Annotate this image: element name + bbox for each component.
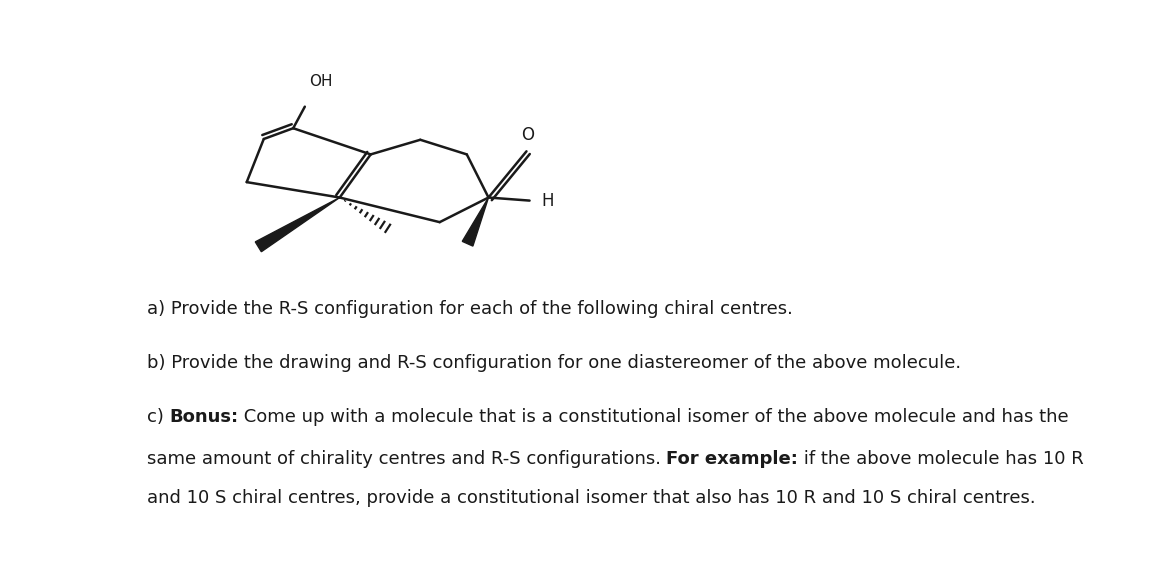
Text: c): c) [147,408,169,426]
Text: a) Provide the R-S configuration for each of the following chiral centres.: a) Provide the R-S configuration for eac… [147,300,793,318]
Text: OH: OH [309,74,332,89]
Text: O: O [522,126,534,144]
Text: Bonus:: Bonus: [169,408,238,426]
Polygon shape [255,198,340,252]
Text: Come up with a molecule that is a constitutional isomer of the above molecule an: Come up with a molecule that is a consti… [238,408,1069,426]
Text: H: H [541,191,554,210]
Text: same amount of chirality centres and R-S configurations.: same amount of chirality centres and R-S… [147,450,666,469]
Polygon shape [462,198,488,246]
Text: and 10 S chiral centres, provide a constitutional isomer that also has 10 R and : and 10 S chiral centres, provide a const… [147,489,1035,507]
Text: b) Provide the drawing and R-S configuration for one diastereomer of the above m: b) Provide the drawing and R-S configura… [147,354,961,372]
Text: For example:: For example: [666,450,799,469]
Text: if the above molecule has 10 R: if the above molecule has 10 R [799,450,1084,469]
